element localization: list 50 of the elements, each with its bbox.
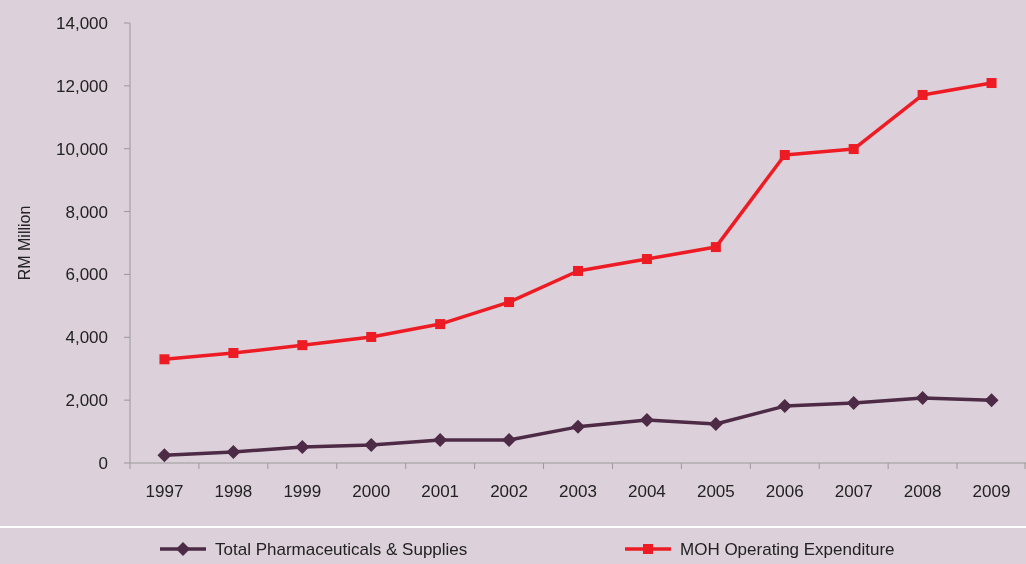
point — [915, 390, 930, 405]
x-tick-label: 2001 — [421, 482, 460, 501]
point — [228, 348, 239, 358]
x-tick-label: 2003 — [559, 482, 597, 501]
point — [159, 354, 170, 365]
point — [710, 242, 721, 253]
point — [571, 419, 585, 434]
point — [986, 78, 997, 89]
y-tick-label: 6,000 — [65, 265, 108, 285]
point — [364, 438, 379, 453]
point — [295, 439, 310, 454]
x-tick-label: 2004 — [628, 482, 666, 501]
point — [502, 433, 517, 448]
point — [848, 144, 859, 155]
point — [779, 150, 790, 160]
point — [917, 89, 928, 100]
x-tick-label: 2007 — [834, 482, 873, 501]
y-tick-label: 2,000 — [65, 391, 108, 411]
point — [157, 448, 172, 463]
y-tick-label: 8,000 — [65, 202, 108, 222]
point — [504, 297, 515, 308]
point — [639, 412, 654, 427]
point — [226, 445, 241, 459]
x-tick-label: 2005 — [696, 482, 735, 501]
x-tick-label: 2009 — [972, 482, 1011, 501]
point — [297, 340, 308, 351]
legend-label: Total Pharmaceuticals & Supplies — [215, 539, 468, 559]
y-axis-title: RM Million — [16, 205, 33, 281]
point — [435, 319, 446, 330]
x-tick-label: 2006 — [765, 482, 804, 501]
point — [846, 395, 861, 410]
x-tick-label: 1999 — [283, 482, 322, 501]
y-tick-label: 14,000 — [56, 13, 108, 33]
point — [777, 399, 792, 414]
point — [641, 254, 652, 265]
y-tick-label: 4,000 — [65, 328, 108, 348]
point — [366, 331, 377, 342]
y-tick-label: 10,000 — [56, 139, 108, 159]
point — [984, 393, 999, 408]
x-tick-label: 2000 — [352, 482, 391, 501]
point — [573, 265, 583, 276]
x-tick-label: 2008 — [903, 482, 942, 501]
point — [708, 417, 723, 432]
point — [433, 433, 448, 448]
x-tick-label: 2002 — [490, 482, 528, 501]
y-tick-label: 0 — [98, 453, 108, 473]
legend-label: MOH Operating Expenditure — [680, 539, 895, 559]
x-tick-label: 1998 — [214, 482, 253, 501]
x-tick-label: 1997 — [145, 482, 184, 501]
y-tick-label: 12,000 — [56, 76, 108, 96]
